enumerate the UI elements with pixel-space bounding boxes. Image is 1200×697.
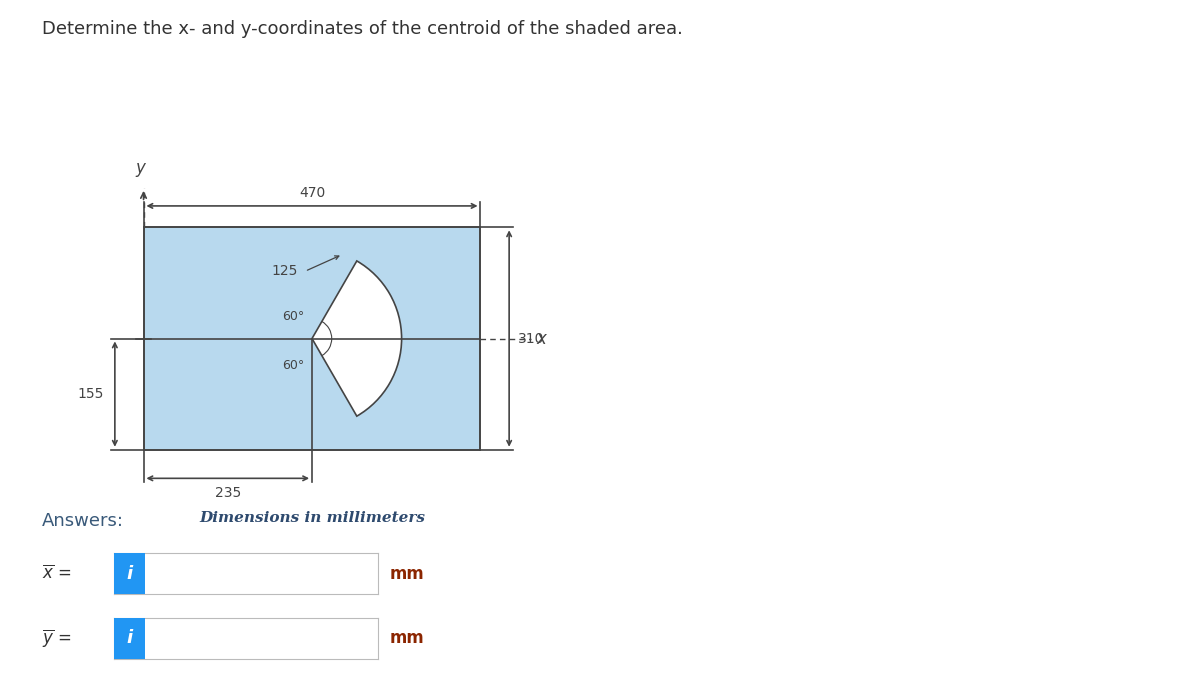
Text: mm: mm	[390, 565, 425, 583]
Text: 310: 310	[517, 332, 544, 346]
Text: 470: 470	[299, 186, 325, 200]
Text: $\overline{x}$ =: $\overline{x}$ =	[42, 565, 72, 583]
Text: y: y	[136, 159, 145, 177]
Polygon shape	[144, 227, 480, 450]
Text: 155: 155	[78, 387, 104, 401]
Wedge shape	[312, 261, 402, 416]
Text: $\overline{y}$ =: $\overline{y}$ =	[42, 627, 72, 650]
Text: 235: 235	[215, 486, 241, 500]
Text: mm: mm	[390, 629, 425, 648]
Text: i: i	[126, 565, 133, 583]
Text: Dimensions in millimeters: Dimensions in millimeters	[199, 511, 425, 525]
Text: Answers:: Answers:	[42, 512, 124, 530]
Text: x: x	[536, 330, 546, 348]
Text: Determine the x- and y-coordinates of the centroid of the shaded area.: Determine the x- and y-coordinates of th…	[42, 20, 683, 38]
Text: 60°: 60°	[282, 309, 304, 323]
Text: 125: 125	[271, 264, 298, 278]
Text: 60°: 60°	[282, 359, 304, 372]
Text: i: i	[126, 629, 133, 648]
